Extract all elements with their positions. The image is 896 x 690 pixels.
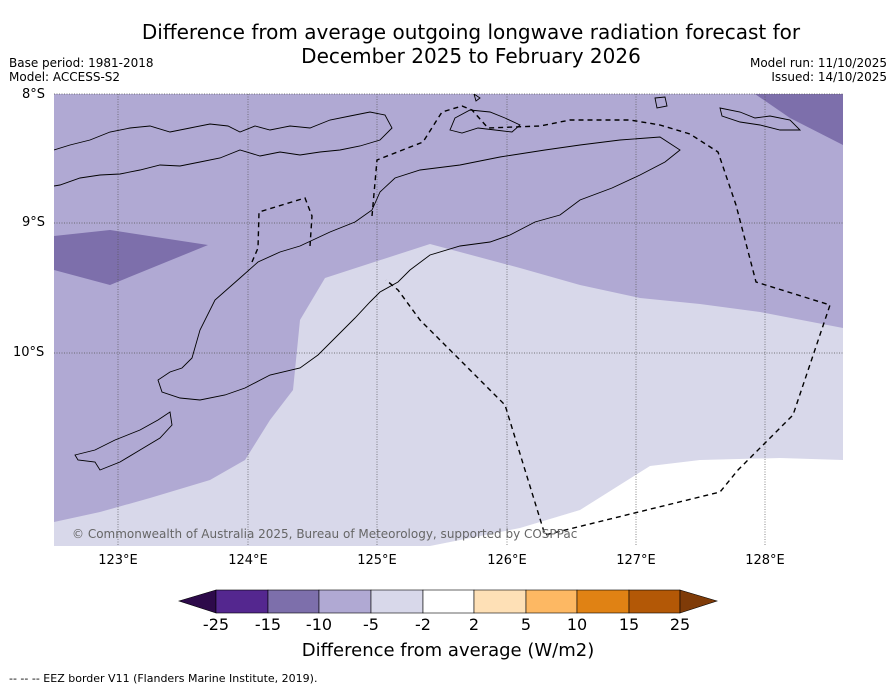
colorbar-tick: -10: [305, 615, 333, 634]
colorbar-tick: 15: [618, 615, 640, 634]
colorbar-tick: 2: [468, 615, 480, 634]
anomaly-field: [54, 94, 843, 546]
meta-right: Model run: 11/10/2025 Issued: 14/10/2025: [750, 56, 887, 84]
colorbar-tick: 10: [566, 615, 588, 634]
colorbar-below-arrow: [177, 589, 217, 614]
colorbar-bin-2: [267, 589, 320, 614]
gridlines: [54, 93, 843, 546]
lon-label-126e: 126°E: [487, 553, 527, 568]
sumba-coastline: [74, 411, 173, 471]
model-name: Model: ACCESS-S2: [9, 70, 121, 84]
colorbar-tick: -2: [415, 615, 431, 634]
colorbar-bin-7: [525, 589, 578, 614]
title-line-2: December 2025 to February 2026: [301, 44, 641, 68]
colorbar-bin-4: [370, 589, 424, 614]
colorbar-bin-6: [473, 589, 527, 614]
colorbar-tick: -15: [254, 615, 282, 634]
wetar-coastline: [449, 109, 521, 134]
issued-date: Issued: 14/10/2025: [771, 70, 887, 84]
eastern-islands-coastline: [719, 107, 802, 131]
colorbar-tick: -25: [202, 615, 230, 634]
small-island-2: [473, 94, 481, 102]
lon-label-125e: 125°E: [357, 553, 397, 568]
region-minus10-to-minus5: [54, 94, 843, 522]
lat-label-10s: 10°S: [13, 345, 45, 360]
flores-alor-coastline: [54, 111, 393, 187]
eez-border: [251, 105, 831, 536]
colorbar-tick: -5: [363, 615, 379, 634]
colorbar: [177, 589, 719, 614]
colorbar-tick: 5: [520, 615, 532, 634]
lon-label-127e: 127°E: [616, 553, 656, 568]
region-minus15-to-minus10-northeast: [755, 94, 843, 145]
timor-coastline: [157, 136, 681, 401]
chart-title: Difference from average outgoing longwav…: [0, 20, 896, 68]
colorbar-bin-1: [215, 589, 269, 614]
colorbar-tick: 25: [669, 615, 691, 634]
lat-label-8s: 8°S: [22, 87, 46, 102]
footnote: -- -- -- EEZ border V11 (Flanders Marine…: [9, 672, 318, 685]
lon-label-128e: 128°E: [745, 553, 785, 568]
model-run: Model run: 11/10/2025: [749, 56, 887, 70]
lon-label-124e: 124°E: [228, 553, 268, 568]
region-normal-white: [430, 458, 843, 546]
lat-label-9s: 9°S: [22, 215, 46, 230]
copyright-text: © Commonwealth of Australia 2025, Bureau…: [72, 527, 577, 541]
title-line-1: Difference from average outgoing longwav…: [141, 20, 801, 44]
meta-left: Base period: 1981-2018 Model: ACCESS-S2: [9, 56, 154, 84]
colorbar-bin-9: [628, 589, 681, 614]
colorbar-bin-3: [318, 589, 372, 614]
colorbar-above-arrow: [679, 589, 719, 614]
colorbar-label: Difference from average (W/m2): [301, 640, 595, 661]
region-minus15-to-minus10-west: [54, 230, 208, 285]
colorbar-bin-5: [422, 589, 475, 614]
lon-label-123e: 123°E: [98, 553, 138, 568]
base-period: Base period: 1981-2018: [9, 56, 154, 70]
colorbar-bin-8: [576, 589, 630, 614]
coastlines: [54, 94, 802, 471]
small-island-1: [654, 96, 668, 109]
